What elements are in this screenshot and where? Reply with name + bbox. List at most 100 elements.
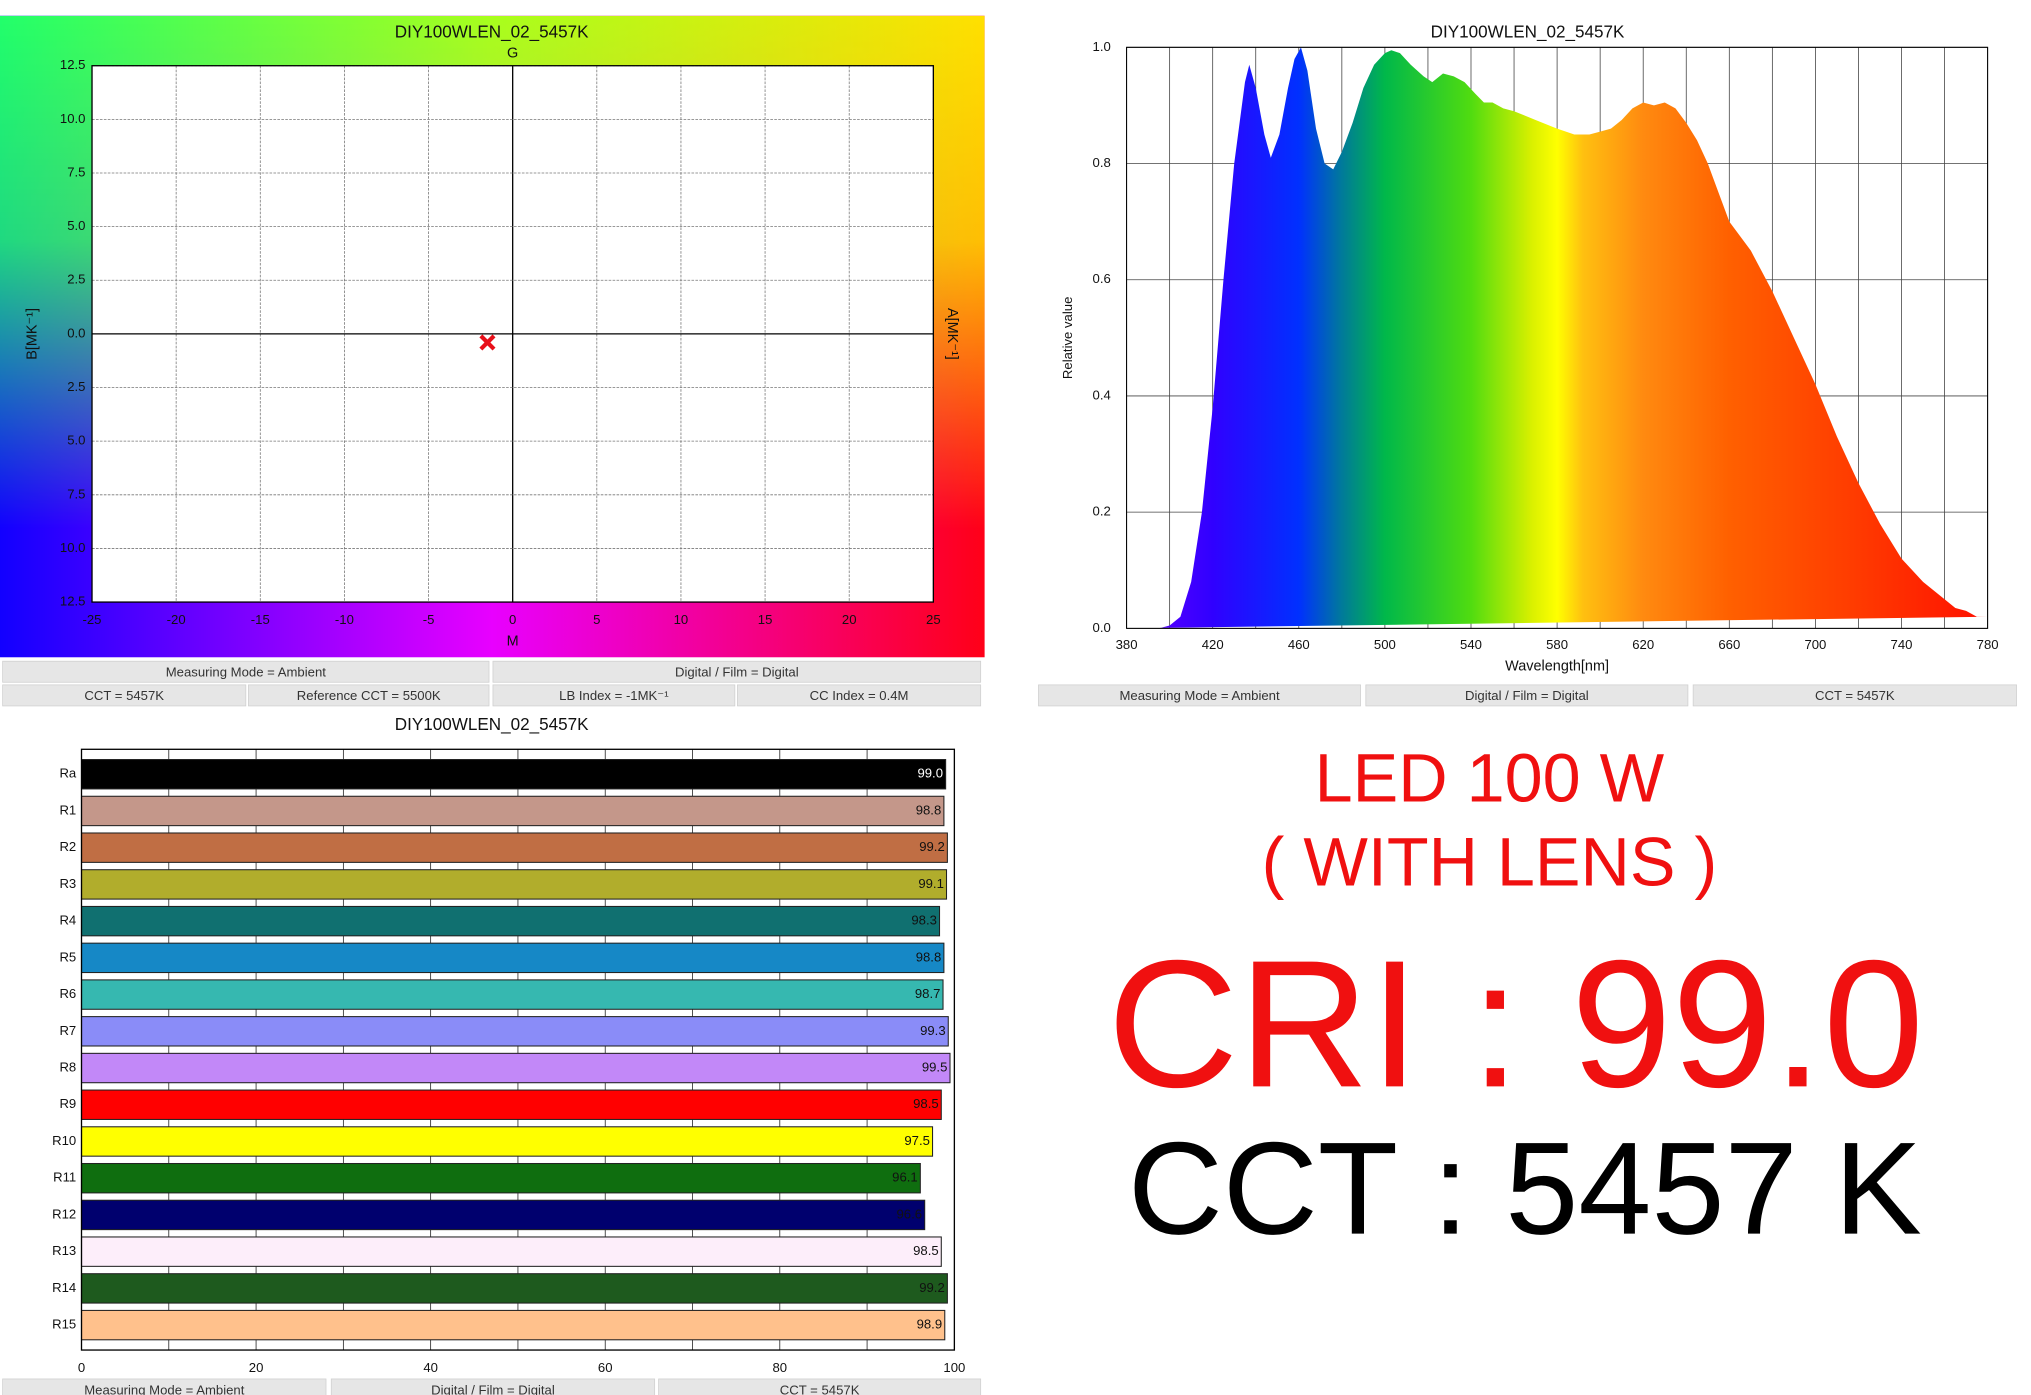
x-tick-label: 0 [509, 612, 516, 627]
y2-axis-label: A[MK⁻¹] [944, 308, 960, 360]
category-label: R4 [59, 913, 76, 928]
category-label: R15 [52, 1317, 76, 1332]
bar [80, 1236, 942, 1267]
category-label: R8 [59, 1059, 76, 1074]
value-label: 97.5 [904, 1133, 930, 1148]
x-tick-label: 420 [1202, 637, 1224, 652]
x-tick-label: 660 [1718, 637, 1740, 652]
plot-frame [1126, 46, 1989, 629]
footer-text: CCT = 5457K [84, 688, 164, 703]
x-tick-label: 20 [249, 1360, 264, 1375]
value-label: 98.5 [913, 1096, 939, 1111]
footer-text: Measuring Mode = Ambient [1119, 688, 1279, 703]
x-tick-label: 580 [1546, 637, 1568, 652]
x-tick-label: -15 [251, 612, 270, 627]
chart-title: DIY100WLEN_02_5457K [395, 715, 589, 734]
x-tick-label: 700 [1804, 637, 1826, 652]
bar [80, 1199, 926, 1231]
x-tick-label: 500 [1374, 637, 1396, 652]
footer-text: Measuring Mode = Ambient [84, 1382, 244, 1395]
x-tick-label: 80 [772, 1360, 787, 1375]
bar [80, 1309, 946, 1341]
axis-label: M [507, 633, 519, 649]
footer-cell [1365, 684, 1689, 707]
footer-cell [1692, 684, 2017, 707]
x-tick-label: 60 [598, 1360, 613, 1375]
y-tick-label: 12.5 [60, 57, 86, 72]
y-tick-label: 7.5 [67, 164, 85, 179]
bar [80, 1089, 942, 1120]
chart-title: DIY100WLEN_02_5457K [395, 22, 589, 41]
y-tick-label: 7.5 [67, 486, 85, 501]
plot-frame [80, 748, 956, 1351]
charts: DIY100WLEN_02_5457K -25 -20 -15 -10 -5 0 5 10 15 2… [2, 22, 2017, 1395]
value-label: 98.9 [917, 1317, 943, 1332]
footer-cell [330, 1378, 656, 1395]
x-tick-label: 460 [1288, 637, 1310, 652]
plot-frame [91, 65, 934, 603]
footer-cell [2, 1378, 327, 1395]
category-label: R9 [59, 1096, 76, 1111]
value-label: 96.6 [897, 1206, 923, 1221]
y-tick-label: 5.0 [67, 433, 85, 448]
summary-line: ( WITH LENS ) [1262, 825, 1718, 901]
footer-text: CCT = 5457K [1815, 688, 1895, 703]
y-tick-label: 5.0 [67, 218, 85, 233]
bar [80, 869, 948, 900]
x-tick-label: 25 [926, 612, 941, 627]
axis-label: G [507, 46, 518, 62]
category-label: R7 [59, 1023, 76, 1038]
bar [80, 979, 944, 1010]
category-label: R1 [59, 802, 76, 817]
x-tick-label: 10 [674, 612, 689, 627]
footer-cell [248, 684, 490, 707]
value-label: 98.7 [915, 986, 941, 1001]
value-label: 99.3 [920, 1023, 946, 1038]
category-label: R13 [52, 1243, 76, 1258]
x-tick-label: 380 [1116, 637, 1138, 652]
x-tick-label: 620 [1632, 637, 1654, 652]
y-tick-label: 12.5 [60, 594, 86, 609]
value-label: 99.1 [918, 876, 944, 891]
value-label: 99.5 [922, 1059, 948, 1074]
x-tick-label: 5 [593, 612, 600, 627]
cri-value: CRI : 99.0 [1107, 923, 1924, 1125]
bar [80, 759, 947, 790]
chart-title: DIY100WLEN_02_5457K [1431, 22, 1625, 41]
category-label: R11 [53, 1170, 76, 1185]
point [479, 334, 496, 351]
footer-cell [492, 684, 736, 707]
value-label: 98.3 [911, 913, 937, 928]
value-label: 98.8 [916, 802, 942, 817]
category-label: R5 [59, 949, 76, 964]
footer-text: CC Index = 0.4M [810, 688, 909, 703]
y-tick-label: 10.0 [60, 111, 86, 126]
footer-text: LB Index = -1MK⁻¹ [559, 688, 669, 703]
value-label: 99.0 [917, 766, 943, 781]
bar [80, 1273, 948, 1304]
y-tick-label: 10.0 [60, 540, 86, 555]
x-tick-label: -25 [83, 612, 102, 627]
x-tick-label: 20 [842, 612, 857, 627]
y-axis-label: B[MK⁻¹] [25, 308, 41, 360]
footer-cell [1038, 684, 1361, 707]
y-axis-label: Relative value [1060, 297, 1075, 379]
y-tick-label: 0.8 [1093, 155, 1111, 170]
spectrum-area [1126, 47, 1988, 629]
category-label: R6 [59, 986, 76, 1001]
x-tick-label: 100 [943, 1360, 965, 1375]
summary-line: LED 100 W [1315, 741, 1665, 817]
x-tick-label: 540 [1460, 637, 1482, 652]
x-tick-label: -20 [167, 612, 186, 627]
footer-cell [737, 684, 982, 707]
value-label: 98.5 [913, 1243, 939, 1258]
y-tick-label: 0.0 [1093, 620, 1111, 635]
x-tick-label: 40 [423, 1360, 438, 1375]
bar [80, 1016, 949, 1047]
category-label: R10 [52, 1133, 76, 1148]
y-tick-label: 0.0 [67, 325, 85, 340]
bar [80, 1162, 921, 1194]
bar [80, 1126, 934, 1157]
bar [80, 905, 941, 937]
